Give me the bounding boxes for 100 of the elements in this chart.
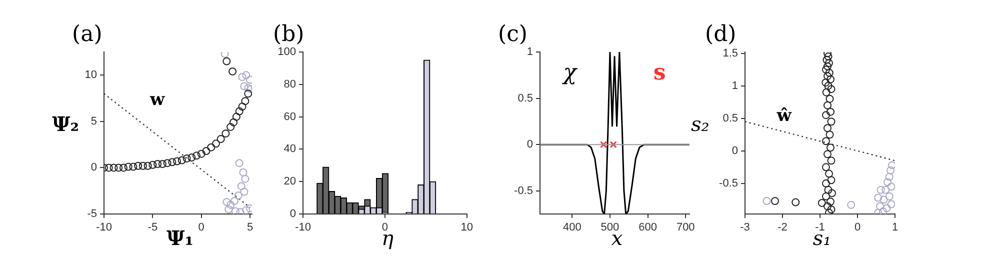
x-tick-label: -10 [96, 222, 112, 234]
point [158, 160, 166, 168]
point [888, 161, 895, 170]
point [216, 135, 225, 144]
point [824, 202, 832, 210]
point [212, 140, 220, 148]
point [207, 143, 216, 152]
x-axis-title: Ψ₁ [166, 226, 194, 250]
x-tick-label: 600 [638, 222, 657, 234]
point [173, 157, 182, 166]
point [822, 179, 830, 188]
point [887, 200, 895, 208]
point [882, 186, 890, 194]
y-tick-label: -0.5 [514, 184, 533, 197]
y-tick-label: 0 [90, 162, 97, 174]
y-tick-label: 5 [90, 115, 97, 128]
point [824, 101, 832, 110]
y-tick-label: -0.5 [719, 177, 738, 190]
y-tick-label: 1.5 [722, 47, 738, 60]
y-tick-label: 0.5 [722, 112, 738, 124]
x-tick-label: 5 [246, 222, 254, 234]
chart-title: (d) [705, 22, 736, 47]
point [826, 144, 834, 152]
point [104, 164, 113, 172]
point [879, 207, 887, 214]
point [822, 88, 830, 96]
annotation: w [148, 90, 165, 110]
x-tick-label: 700 [676, 222, 695, 234]
point [822, 66, 830, 74]
x-tick-label: -10 [295, 222, 311, 234]
point [244, 84, 252, 92]
point [876, 202, 884, 210]
point [163, 159, 172, 168]
point [827, 156, 836, 165]
point [230, 118, 238, 126]
y-tick-label: 0.5 [518, 92, 533, 104]
point [134, 162, 142, 170]
y-tick-label: 20 [284, 176, 296, 188]
x-tick-label: -1 [815, 222, 825, 234]
y-tick-label: 40 [284, 143, 296, 156]
series-label: χ [561, 60, 578, 86]
point [202, 147, 210, 156]
point [129, 162, 138, 171]
text: s [653, 60, 666, 86]
point [825, 68, 834, 77]
point [880, 196, 888, 204]
point [825, 170, 833, 178]
point [822, 56, 831, 64]
point [825, 59, 833, 68]
y-tick-label: 10 [84, 69, 97, 82]
point [154, 160, 162, 168]
point [236, 208, 244, 214]
y-tick-label: 1 [526, 46, 533, 58]
x-tick-label: 0 [198, 222, 204, 234]
y-tick-label: 60 [284, 110, 296, 123]
point [824, 124, 832, 132]
point [885, 192, 894, 200]
y-tick-label: 80 [284, 78, 296, 90]
point [235, 159, 244, 168]
point [826, 108, 834, 116]
point [827, 205, 836, 214]
point [239, 168, 248, 176]
point [237, 182, 246, 190]
point [222, 129, 230, 138]
point [827, 118, 836, 126]
point [874, 194, 882, 202]
point [241, 174, 250, 183]
y-tick-label: 100 [278, 46, 296, 58]
point [244, 90, 252, 98]
point [138, 162, 147, 170]
point [241, 97, 250, 106]
point [826, 130, 834, 139]
point [847, 200, 856, 209]
x-tick-label: 1 [892, 222, 898, 234]
x-tick-label: -5 [148, 222, 158, 234]
point [827, 85, 836, 94]
x-tick-label: 10 [460, 222, 474, 234]
point [242, 206, 250, 214]
y-tick-label: 0 [732, 144, 738, 157]
point [222, 198, 231, 206]
x-tick-label: -3 [740, 222, 750, 234]
y-tick-label: 0 [526, 138, 533, 151]
point [224, 205, 233, 214]
point [876, 186, 885, 194]
point [885, 172, 894, 181]
y-tick-label: 0 [290, 208, 296, 220]
point [235, 107, 244, 116]
point [192, 152, 200, 160]
point [228, 67, 237, 76]
point [824, 150, 832, 158]
point [182, 154, 191, 162]
point [119, 164, 128, 172]
point [114, 164, 123, 172]
point [234, 191, 242, 200]
point [822, 78, 830, 87]
point [822, 192, 830, 200]
point [144, 162, 152, 170]
point [222, 57, 231, 66]
annotation: ŵ [776, 106, 792, 126]
point [178, 156, 186, 164]
